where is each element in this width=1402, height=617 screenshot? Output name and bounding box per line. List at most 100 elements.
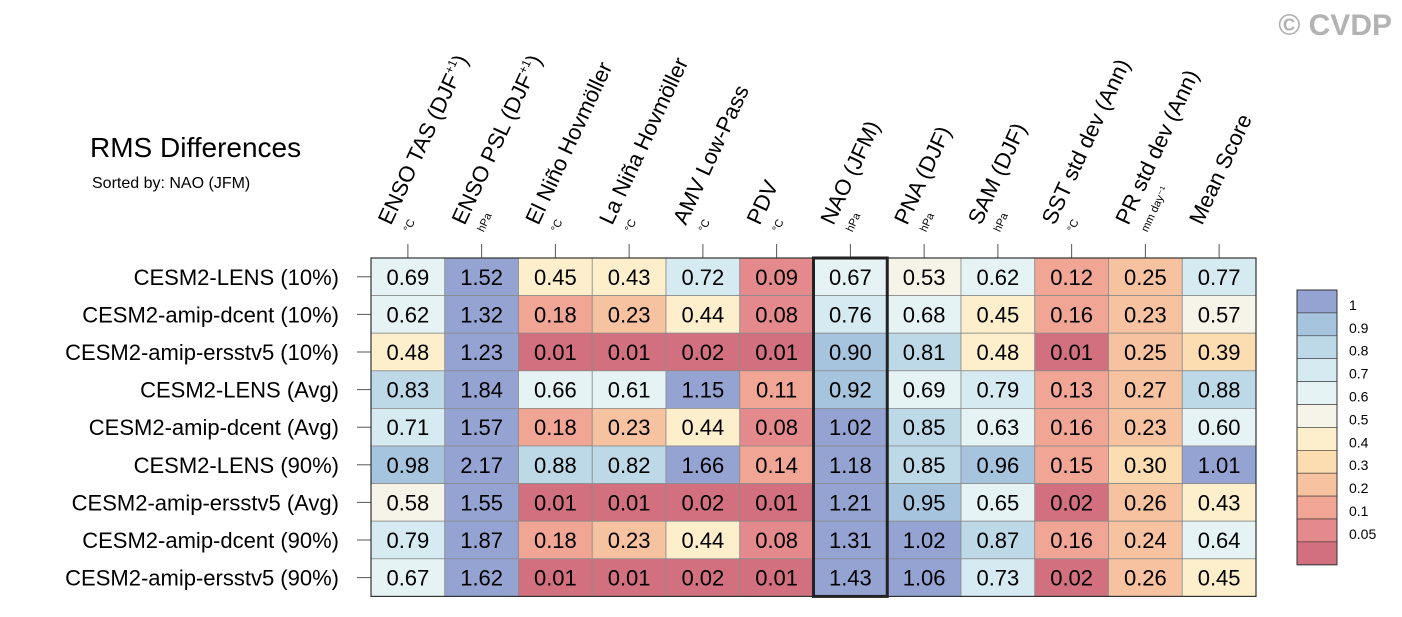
cell-value-label: 0.65	[976, 490, 1019, 515]
cell-value-label: 0.11	[756, 378, 797, 403]
heatmap-cell	[739, 332, 814, 372]
cell-value-label: 0.79	[976, 378, 1019, 403]
column-unit-label: °C	[1065, 218, 1081, 234]
heatmap-cell	[1181, 558, 1257, 597]
heatmap-cell	[665, 257, 741, 296]
column-label: Mean Score	[1184, 110, 1257, 228]
cell-value-label: 0.83	[386, 378, 429, 403]
column-label-group: PNA (DJF)hPa	[889, 122, 956, 234]
heatmap-cell	[1108, 558, 1183, 597]
heatmap-cell	[444, 445, 519, 484]
heatmap-cell	[960, 332, 1036, 372]
heatmap-cell	[370, 483, 446, 522]
row-label: CESM2-LENS (Avg)	[140, 378, 339, 403]
cell-value-label: 0.57	[1198, 302, 1241, 327]
cell-value-label: 0.01	[608, 566, 651, 591]
cell-value-label: 0.58	[386, 490, 429, 515]
column-unit-label: hPa	[475, 210, 495, 234]
cell-value-label: 0.60	[1198, 415, 1241, 440]
cell-value-label: 0.43	[608, 265, 651, 290]
cell-value-label: 0.72	[681, 265, 724, 290]
cell-value-label: 0.30	[1124, 453, 1167, 478]
cell-value-label: 0.69	[386, 265, 429, 290]
cell-value-label: 0.01	[755, 566, 798, 591]
colorbar-border	[1296, 289, 1338, 566]
heatmap-cell	[591, 370, 667, 409]
colorbar-tick-label: 0.1	[1349, 503, 1369, 519]
heatmap-cell	[665, 520, 741, 560]
heatmap-cell	[518, 520, 593, 560]
colorbar-segment	[1296, 289, 1338, 314]
heatmap-cell	[960, 257, 1036, 296]
cell-value-label: 0.45	[534, 265, 577, 290]
cell-value-label: 0.16	[1050, 302, 1093, 327]
row-labels: CESM2-LENS (10%) CESM2-amip-dcent (10%) CE…	[65, 265, 371, 591]
row-label: CESM2-amip-dcent (10%)	[82, 302, 339, 327]
column-unit-label: hPa	[992, 210, 1012, 234]
cell-value-label: 1.18	[829, 453, 872, 478]
heatmap-cell	[1108, 445, 1183, 484]
column-unit-label: °C	[623, 218, 639, 234]
cell-value-label: 0.69	[903, 378, 946, 403]
cell-value-label: 1.06	[903, 566, 946, 591]
row-label: CESM2-amip-ersstv5 (90%)	[65, 566, 339, 591]
cell-value-label: 0.45	[976, 302, 1019, 327]
heatmap-cell	[1181, 520, 1257, 560]
colorbar-segment	[1296, 358, 1338, 382]
colorbar-segment	[1296, 312, 1338, 337]
cell-value-label: 0.02	[1050, 490, 1093, 515]
heatmap-cell	[960, 407, 1036, 447]
heatmap-cell	[739, 558, 814, 597]
cell-value-label: 0.26	[1124, 566, 1167, 591]
cell-value-label: 0.63	[976, 415, 1019, 440]
heatmap-cell	[1034, 332, 1109, 372]
cell-value-label: 1.21	[829, 490, 872, 515]
colorbar-tick-label: 0.9	[1349, 320, 1369, 336]
column-label: AMV Low-Pass	[668, 81, 754, 228]
heatmap-cell	[444, 257, 519, 296]
colorbar-segment	[1296, 541, 1338, 566]
cell-value-label: 0.25	[1124, 265, 1167, 290]
cell-value-label: 1.02	[829, 415, 872, 440]
row-label: CESM2-amip-ersstv5 (10%)	[65, 340, 339, 365]
cell-value-label: 0.61	[608, 378, 651, 403]
heatmap-cell	[1181, 257, 1257, 296]
cell-value-label: 0.92	[829, 378, 872, 403]
heatmap-cell	[1108, 407, 1183, 447]
cell-value-label: 1.62	[460, 566, 503, 591]
heatmap-cell	[518, 483, 593, 522]
column-label-group: SAM (DJF)hPa	[963, 119, 1032, 234]
cell-value-label: 0.44	[681, 528, 724, 553]
cell-value-label: 0.68	[903, 302, 946, 327]
row-label: CESM2-LENS (10%)	[134, 265, 339, 290]
colorbar-tick-label: 0.05	[1349, 526, 1376, 542]
colorbar-tick-label: 0.5	[1349, 411, 1369, 427]
cell-value-label: 1.01	[1198, 453, 1241, 478]
cell-value-label: 0.67	[386, 566, 429, 591]
cell-value-label: 0.66	[534, 378, 577, 403]
cell-value-label: 0.02	[681, 566, 724, 591]
cell-value-label: 0.85	[903, 453, 946, 478]
heatmap-cell	[370, 445, 446, 484]
cell-value-label: 1.66	[681, 453, 724, 478]
cell-value-label: 0.96	[976, 453, 1019, 478]
cell-value-label: 0.23	[1124, 302, 1167, 327]
cell-value-label: 0.79	[386, 528, 429, 553]
cell-value-label: 0.08	[755, 528, 798, 553]
chart-title: RMS Differences	[90, 132, 301, 163]
column-label: PNA (DJF)	[889, 122, 956, 228]
column-label-group: Mean Score	[1184, 110, 1257, 228]
cell-value-label: 1.23	[460, 340, 503, 365]
cell-value-label: 0.27	[1124, 378, 1167, 403]
cell-value-label: 0.53	[903, 265, 946, 290]
cell-value-label: 0.26	[1124, 490, 1167, 515]
heatmap-cell	[370, 558, 446, 597]
heatmap-cell	[1181, 370, 1257, 409]
cell-value-label: 1.15	[681, 378, 724, 403]
heatmap-cell	[1181, 407, 1257, 447]
column-unit-label: hPa	[844, 210, 864, 234]
colorbar: 1 0.9 0.8 0.7 0.6 0.5 0.4 0.3 0.2 0.1 0.05	[1296, 289, 1376, 566]
heatmap-cell	[518, 295, 593, 334]
cell-value-label: 0.76	[829, 302, 872, 327]
cell-value-label: 1.31	[829, 528, 872, 553]
